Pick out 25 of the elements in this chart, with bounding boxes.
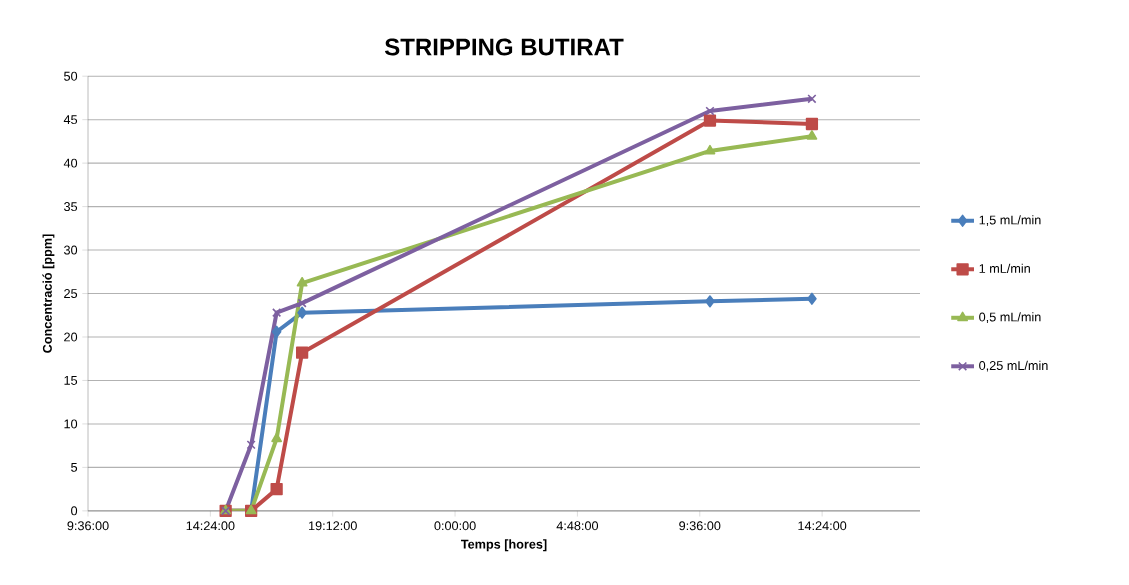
x-tick-label: 19:12:00: [309, 521, 357, 531]
y-tick-label: 5: [71, 462, 78, 472]
y-tick-label: 25: [64, 289, 78, 299]
x-axis-title: Temps [hores]: [460, 539, 547, 552]
y-tick-label: 0: [71, 506, 78, 516]
y-tick-label: 45: [63, 115, 78, 125]
y-tick-label: 50: [64, 71, 78, 81]
y-tick-label: 10: [64, 419, 78, 429]
y-tick-label: 30: [64, 245, 78, 255]
chart-title: STRIPPING BUTIRAT: [384, 38, 624, 56]
x-tick-label: 14:24:00: [798, 521, 847, 531]
y-axis-title: Concentració [ppm]: [42, 234, 55, 353]
legend-label: 1,5 mL/min: [979, 215, 1041, 226]
x-tick-label: 14:24:00: [186, 521, 235, 531]
y-tick-label: 35: [64, 202, 78, 212]
x-tick-label: 9:36:00: [67, 521, 109, 531]
y-tick-label: 15: [64, 376, 78, 385]
x-tick-label: 0:00:00: [434, 521, 476, 531]
y-tick-label: 40: [63, 158, 78, 168]
legend-label: 0,25 mL/min: [979, 360, 1048, 372]
y-tick-label: 20: [64, 332, 78, 342]
legend-label: 1 mL/min: [979, 263, 1030, 273]
x-tick-label: 9:36:00: [679, 521, 721, 531]
x-tick-label: 4:48:00: [556, 521, 599, 531]
legend-label: 0,5 mL/min: [979, 312, 1041, 323]
